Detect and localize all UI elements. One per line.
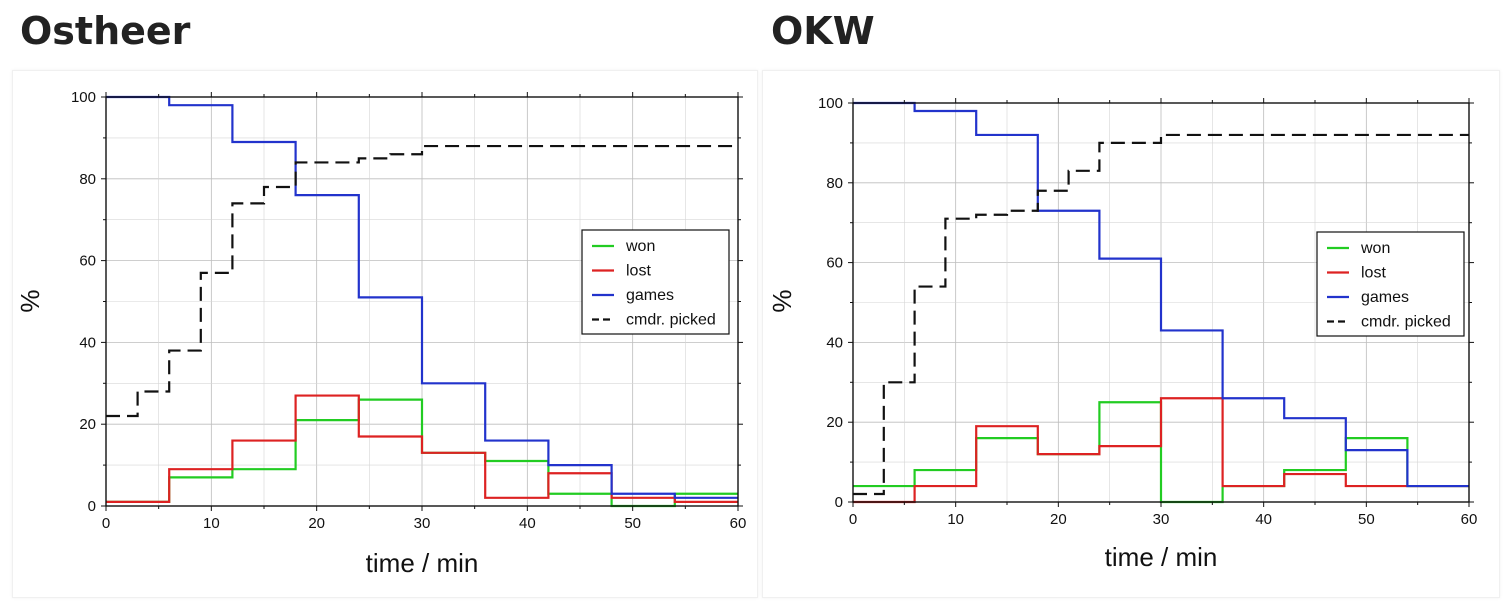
x-tick-label: 40 (519, 515, 536, 532)
y-tick-label: 100 (71, 89, 96, 106)
legend-label: lost (626, 263, 651, 280)
x-tick-label: 60 (730, 515, 747, 532)
legend-label: games (1361, 289, 1409, 306)
x-tick-label: 30 (1153, 511, 1170, 528)
y-axis-label: % (15, 289, 45, 312)
y-tick-label: 20 (826, 414, 843, 431)
legend-label: won (625, 238, 655, 255)
chart-card-okw: 0 10 20 30 40 50 60 0 20 40 60 80 100 time / min% won l… (762, 70, 1500, 598)
panel-title-okw: OKW (771, 9, 875, 53)
legend: won lost games cmdr. picked (581, 229, 730, 335)
y-tick-label: 80 (79, 171, 96, 188)
x-tick-label: 60 (1461, 511, 1478, 528)
y-tick-label: 0 (835, 494, 843, 511)
x-tick-label: 0 (849, 511, 857, 528)
x-tick-label: 10 (947, 511, 964, 528)
panel-title-ostheer: Ostheer (20, 9, 191, 53)
series-line-lost (853, 397, 1469, 504)
legend: won lost games cmdr. picked (1316, 231, 1465, 337)
legend-box (1316, 231, 1465, 337)
y-tick-label: 0 (88, 498, 96, 515)
series-line-won (106, 398, 738, 508)
legend-label: won (1360, 240, 1390, 257)
y-tick-label: 40 (826, 334, 843, 351)
legend-label: cmdr. picked (1361, 314, 1451, 331)
x-tick-label: 20 (1050, 511, 1067, 528)
series-line-games (853, 101, 1469, 488)
chart-ostheer: 0 10 20 30 40 50 60 0 20 40 60 80 100 time / min% won l… (15, 89, 747, 578)
series-line-games (106, 95, 738, 499)
series-line-cmdr-picked (106, 144, 738, 418)
x-tick-label: 20 (308, 515, 325, 532)
x-tick-label: 50 (624, 515, 641, 532)
y-tick-label: 60 (826, 255, 843, 272)
legend-label: cmdr. picked (626, 312, 716, 329)
y-axis-label: % (767, 289, 797, 312)
legend-label: lost (1361, 265, 1386, 282)
x-axis-label: time / min (366, 548, 479, 578)
y-tick-label: 40 (79, 334, 96, 351)
x-tick-label: 0 (102, 515, 110, 532)
legend-box (581, 229, 730, 335)
x-tick-label: 10 (203, 515, 220, 532)
y-tick-label: 60 (79, 253, 96, 270)
legend-label: games (626, 287, 674, 304)
y-tick-label: 100 (818, 95, 843, 112)
x-tick-label: 30 (414, 515, 431, 532)
y-tick-label: 20 (79, 416, 96, 433)
y-tick-label: 80 (826, 175, 843, 192)
chart-card-ostheer: 0 10 20 30 40 50 60 0 20 40 60 80 100 time / min% won l… (12, 70, 758, 598)
x-axis-label: time / min (1105, 542, 1218, 572)
x-tick-label: 40 (1255, 511, 1272, 528)
series-line-cmdr-picked (853, 133, 1469, 496)
x-tick-label: 50 (1358, 511, 1375, 528)
chart-okw: 0 10 20 30 40 50 60 0 20 40 60 80 100 time / min% won l… (767, 95, 1478, 572)
